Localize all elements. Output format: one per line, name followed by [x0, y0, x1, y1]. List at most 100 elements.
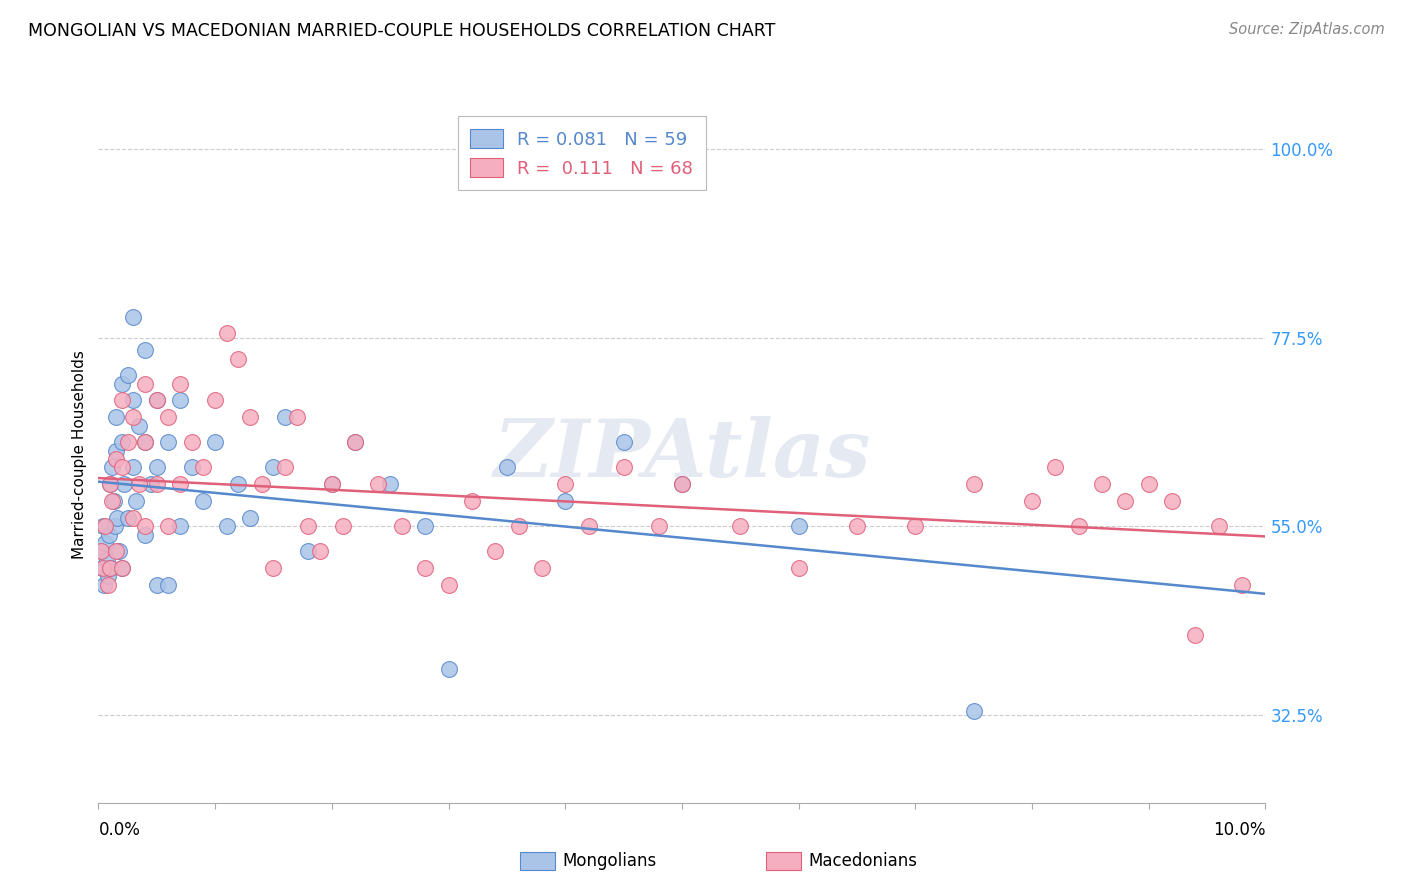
- Point: [146, 460, 169, 475]
- Point: [962, 704, 984, 718]
- Point: [1091, 477, 1114, 491]
- Point: [612, 460, 634, 475]
- Point: [1161, 494, 1184, 508]
- Point: [146, 393, 169, 408]
- Point: [101, 460, 124, 475]
- Point: [671, 477, 693, 491]
- Point: [97, 569, 120, 583]
- Point: [125, 494, 148, 508]
- Point: [94, 519, 117, 533]
- Point: [413, 561, 436, 575]
- Point: [169, 519, 191, 533]
- Point: [105, 510, 128, 524]
- Point: [285, 410, 308, 425]
- Point: [111, 376, 134, 391]
- Point: [578, 519, 600, 533]
- Point: [530, 561, 553, 575]
- Point: [437, 662, 460, 676]
- Text: Source: ZipAtlas.com: Source: ZipAtlas.com: [1229, 22, 1385, 37]
- Point: [262, 561, 284, 575]
- Point: [378, 477, 402, 491]
- Point: [169, 376, 191, 391]
- Point: [728, 519, 751, 533]
- Point: [193, 494, 215, 508]
- Point: [139, 477, 162, 491]
- Point: [262, 460, 284, 475]
- Point: [122, 393, 145, 408]
- Point: [297, 519, 319, 533]
- Point: [1114, 494, 1136, 508]
- Point: [146, 578, 169, 592]
- Point: [309, 544, 332, 558]
- Text: Mongolians: Mongolians: [562, 852, 657, 870]
- Point: [134, 435, 156, 450]
- Text: 10.0%: 10.0%: [1213, 822, 1265, 839]
- Point: [90, 561, 112, 575]
- Point: [111, 393, 134, 408]
- Point: [612, 435, 634, 450]
- Point: [1208, 519, 1230, 533]
- Point: [321, 477, 343, 491]
- Point: [239, 510, 262, 524]
- Point: [484, 544, 506, 558]
- Point: [117, 435, 139, 450]
- Point: [787, 519, 810, 533]
- Point: [391, 519, 413, 533]
- Point: [134, 343, 156, 358]
- Point: [228, 351, 250, 366]
- Point: [367, 477, 389, 491]
- Point: [91, 561, 114, 575]
- Point: [845, 519, 868, 533]
- Point: [104, 544, 127, 558]
- Point: [274, 460, 297, 475]
- Point: [204, 393, 226, 408]
- Point: [97, 578, 120, 592]
- Point: [108, 544, 131, 558]
- Point: [128, 418, 150, 433]
- Point: [1184, 628, 1206, 642]
- Point: [1137, 477, 1160, 491]
- Point: [193, 460, 215, 475]
- Point: [93, 578, 115, 592]
- Point: [157, 410, 180, 425]
- Point: [146, 477, 169, 491]
- Point: [134, 527, 156, 541]
- Point: [554, 477, 576, 491]
- Point: [180, 435, 202, 450]
- Point: [98, 561, 121, 575]
- Point: [122, 310, 145, 324]
- Point: [111, 561, 134, 575]
- Point: [122, 410, 145, 425]
- Point: [787, 561, 810, 575]
- Point: [169, 477, 191, 491]
- Point: [157, 578, 180, 592]
- Point: [671, 477, 693, 491]
- Point: [117, 368, 139, 383]
- Point: [96, 552, 118, 566]
- Point: [90, 544, 112, 558]
- Point: [647, 519, 669, 533]
- Point: [461, 494, 484, 508]
- Point: [122, 510, 145, 524]
- Point: [1021, 494, 1043, 508]
- Point: [111, 460, 134, 475]
- Point: [344, 435, 367, 450]
- Point: [111, 561, 134, 575]
- Point: [104, 452, 127, 467]
- Point: [250, 477, 273, 491]
- Point: [157, 435, 180, 450]
- Point: [1045, 460, 1067, 475]
- Text: Macedonians: Macedonians: [808, 852, 918, 870]
- Point: [1067, 519, 1090, 533]
- Point: [274, 410, 297, 425]
- Point: [98, 561, 121, 575]
- Point: [98, 477, 121, 491]
- Point: [97, 527, 120, 541]
- Point: [94, 536, 117, 550]
- Point: [122, 460, 145, 475]
- Point: [128, 477, 150, 491]
- Point: [146, 393, 169, 408]
- Point: [134, 519, 156, 533]
- Point: [91, 519, 114, 533]
- Text: ZIPAtlas: ZIPAtlas: [494, 417, 870, 493]
